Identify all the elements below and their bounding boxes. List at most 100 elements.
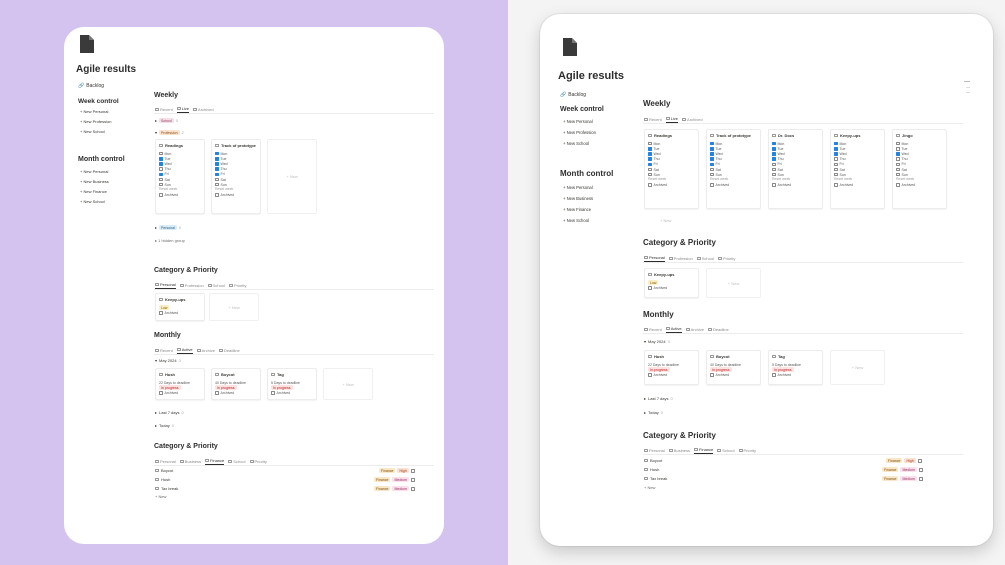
checkbox-row[interactable]: Fri: [215, 172, 257, 177]
checkbox-row[interactable]: Archived: [159, 193, 201, 198]
list-item[interactable]: Hush: [155, 477, 170, 482]
kanban-card-tag[interactable]: Tag 5 Days to deadline In progress Archi…: [768, 350, 823, 385]
tab-school[interactable]: School: [207, 282, 225, 289]
new-card-button[interactable]: + New: [323, 368, 373, 400]
checkbox-row[interactable]: Fri: [159, 172, 201, 177]
tab-business[interactable]: Business: [179, 458, 201, 465]
checkbox-row[interactable]: Wed: [159, 161, 201, 166]
kanban-card-keepy-ups[interactable]: Keepy-ups Low Archived: [155, 293, 205, 321]
new-profession-button[interactable]: + New Profession: [563, 130, 596, 135]
checkbox-row[interactable]: Sat: [159, 177, 201, 182]
checkbox-row[interactable]: Tue: [159, 156, 201, 161]
checkbox-row[interactable]: Tue: [215, 156, 257, 161]
new-card-button[interactable]: + New: [830, 350, 885, 385]
checkbox-row[interactable]: Sat: [215, 177, 257, 182]
tab-school[interactable]: School: [696, 255, 714, 262]
checkbox-row[interactable]: Archived: [159, 310, 201, 315]
kanban-card-readings[interactable]: Readings Mon Tue Wed Thu Fri Sat Sun Res…: [155, 139, 205, 214]
checkbox-icon[interactable]: [918, 467, 923, 472]
new-card-button[interactable]: + New: [706, 268, 761, 298]
new-school-button[interactable]: + New School: [80, 199, 105, 204]
new-card-button[interactable]: + New: [267, 139, 317, 214]
new-school-button[interactable]: + New School: [563, 141, 589, 146]
kanban-card-jingo[interactable]: Jingo Mon Tue Wed Thu Fri Sat Sun Reset …: [892, 129, 947, 209]
tab-profession[interactable]: Profession: [179, 282, 204, 289]
tab-priority[interactable]: Priority: [228, 282, 246, 289]
tab-deadline[interactable]: Deadline: [707, 326, 729, 333]
checkbox-row[interactable]: Mon: [159, 151, 201, 156]
tab-school[interactable]: School: [228, 458, 246, 465]
tab-deadline[interactable]: Deadline: [218, 347, 240, 354]
checkbox-row[interactable]: Wed: [215, 161, 257, 166]
kanban-card-hush[interactable]: Hush 22 Days to deadline In progress Arc…: [155, 368, 205, 400]
tab-archived[interactable]: Archived: [193, 106, 214, 113]
new-row-button[interactable]: + New: [155, 494, 167, 499]
checkbox-row[interactable]: Archived: [159, 390, 201, 395]
new-personal-button[interactable]: + New Personal: [80, 169, 109, 174]
kanban-card-boycot[interactable]: Boycot 40 Days to deadline In progress A…: [211, 368, 261, 400]
checkbox-row[interactable]: Archived: [215, 390, 257, 395]
new-business-button[interactable]: + New Business: [80, 179, 109, 184]
scroll-indicator[interactable]: [964, 81, 970, 82]
kanban-card-dr-docs[interactable]: Dr. Docs Mon Tue Wed Thu Fri Sat Sun Res…: [768, 129, 823, 209]
tab-archive[interactable]: Archive: [685, 326, 704, 333]
new-row-button[interactable]: + New: [644, 485, 656, 490]
group-last-7-days[interactable]: ▸ Last 7 days 0: [644, 396, 673, 401]
tab-live[interactable]: Live: [176, 106, 190, 113]
new-personal-button[interactable]: + New Personal: [563, 119, 593, 124]
new-school-button[interactable]: + New School: [563, 218, 589, 223]
checkbox-icon[interactable]: [917, 458, 922, 463]
checkbox-row[interactable]: Thu: [215, 167, 257, 172]
checkbox-row[interactable]: Sun: [215, 182, 257, 187]
new-finance-button[interactable]: + New Finance: [80, 189, 107, 194]
tab-priority[interactable]: Priority: [717, 255, 735, 262]
group-school[interactable]: ▸ School 0: [155, 118, 178, 123]
kanban-card-boycot[interactable]: Boycot 40 Days to deadline In progress A…: [706, 350, 761, 385]
checkbox-row[interactable]: Sun: [159, 182, 201, 187]
tab-business[interactable]: Business: [668, 447, 690, 454]
checkbox-icon[interactable]: [410, 486, 415, 491]
group-personal[interactable]: ▸ Personal 0: [155, 225, 182, 230]
tab-recent[interactable]: Recent: [155, 106, 173, 113]
tab-active[interactable]: Active: [176, 347, 193, 354]
tab-personal[interactable]: Personal: [155, 458, 176, 465]
group-may-2024[interactable]: ▾ May 2024 3: [155, 358, 181, 363]
checkbox-row[interactable]: Mon: [215, 151, 257, 156]
kanban-card-keepy-ups[interactable]: Keepy-ups Low Archived: [644, 268, 699, 298]
list-item[interactable]: Tax break: [155, 486, 178, 491]
kanban-card-tag[interactable]: Tag 5 Days to deadline In progress Archi…: [267, 368, 317, 400]
tab-archived[interactable]: Archived: [682, 116, 703, 123]
checkbox-row[interactable]: Thu: [159, 167, 201, 172]
hidden-group-toggle[interactable]: ▸ 1 hidden group: [155, 238, 185, 243]
group-profession[interactable]: ▾ Profession 2: [155, 130, 184, 135]
new-personal-button[interactable]: + New Personal: [80, 109, 109, 114]
group-may-2024[interactable]: ▾ May 2024 3: [644, 339, 670, 344]
new-profession-button[interactable]: + New Profession: [80, 119, 112, 124]
tab-personal[interactable]: Personal: [644, 255, 665, 262]
list-item[interactable]: Boycot: [155, 468, 173, 473]
tab-finance[interactable]: Finance: [694, 447, 714, 454]
tab-live[interactable]: Live: [665, 116, 679, 123]
new-card-button[interactable]: + New: [660, 218, 672, 223]
backlog-link[interactable]: 🔗 Backlog: [560, 92, 587, 98]
tab-active[interactable]: Active: [665, 326, 682, 333]
new-card-button[interactable]: + New: [209, 293, 259, 321]
kanban-card-hush[interactable]: Hush 22 Days to deadline In progress Arc…: [644, 350, 699, 385]
checkbox-row[interactable]: Archived: [271, 390, 313, 395]
tab-priority[interactable]: Priority: [738, 447, 756, 454]
tab-personal[interactable]: Personal: [644, 447, 665, 454]
group-today[interactable]: ▸ Today 0: [644, 410, 663, 415]
new-finance-button[interactable]: + New Finance: [563, 207, 592, 212]
group-today[interactable]: ▸ Today 0: [155, 423, 174, 428]
new-business-button[interactable]: + New Business: [563, 196, 594, 201]
checkbox-icon[interactable]: [918, 476, 923, 481]
tab-school[interactable]: School: [717, 447, 735, 454]
tab-priority[interactable]: Priority: [249, 458, 267, 465]
kanban-card-track-of-prototype[interactable]: Track of prototype Mon Tue Wed Thu Fri S…: [706, 129, 761, 209]
group-last-7-days[interactable]: ▸ Last 7 days 0: [155, 410, 184, 415]
new-school-button[interactable]: + New School: [80, 129, 105, 134]
checkbox-row[interactable]: Archived: [215, 193, 257, 198]
kanban-card-readings[interactable]: Readings Mon Tue Wed Thu Fri Sat Sun Res…: [644, 129, 699, 209]
tab-recent[interactable]: Recent: [155, 347, 173, 354]
backlog-link[interactable]: 🔗 Backlog: [78, 83, 105, 89]
